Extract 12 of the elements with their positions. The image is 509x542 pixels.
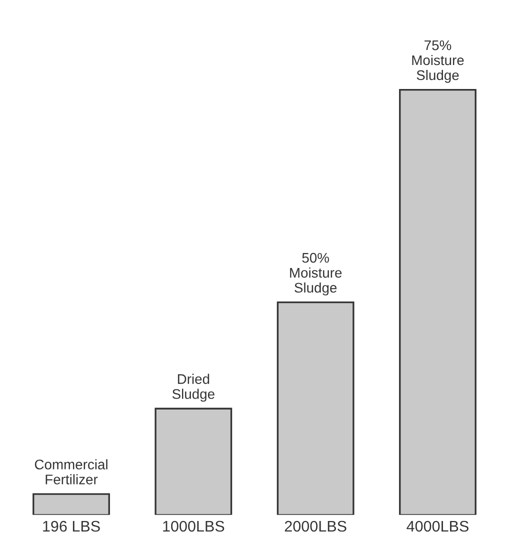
- x-tick-label: Dried Sludge: [172, 374, 214, 402]
- bar: [32, 493, 110, 515]
- x-tick-label: 50% Moisture Sludge: [290, 252, 342, 296]
- data-label: 4000LBS: [406, 520, 468, 532]
- x-tick-label: Commercial Fertilizer: [34, 459, 108, 484]
- data-label: 2000LBS: [284, 520, 346, 532]
- bar: [154, 408, 232, 515]
- bar: [399, 88, 476, 515]
- data-label: 196 LBS: [43, 520, 100, 532]
- bar: [276, 302, 354, 515]
- data-label: 1000LBS: [163, 520, 224, 532]
- x-tick-label: 75% Moisture Sludge: [412, 40, 464, 83]
